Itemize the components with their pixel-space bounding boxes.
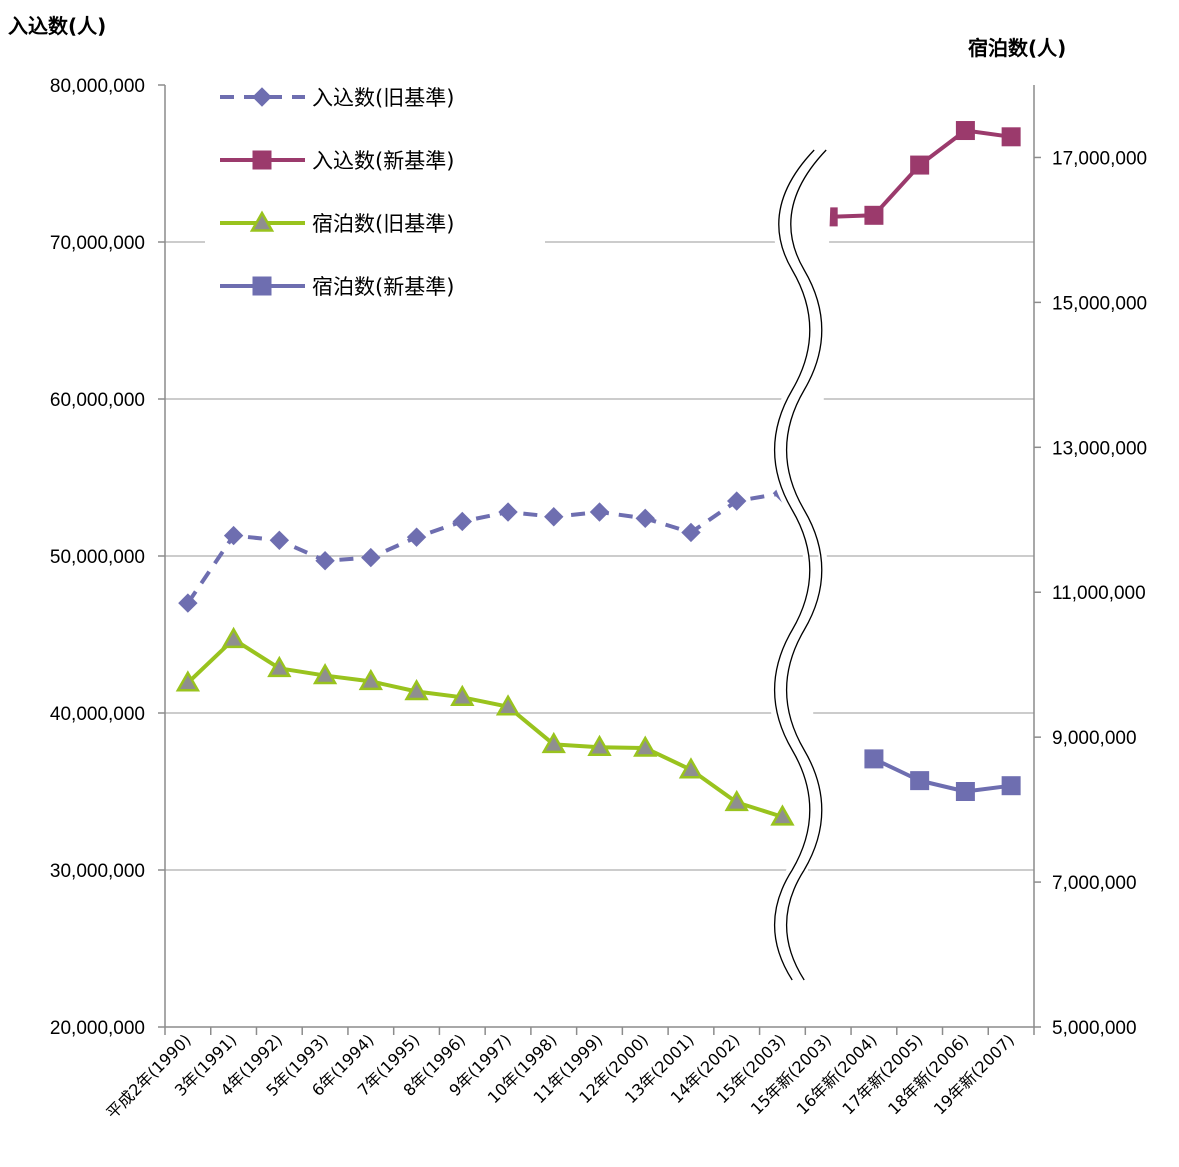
right-tick-label: 7,000,000 <box>1052 873 1137 894</box>
series-1 <box>818 121 1021 227</box>
series-2 <box>175 626 795 826</box>
axis-break-line <box>773 149 815 981</box>
diamond-marker <box>178 593 198 613</box>
square-marker <box>864 749 884 769</box>
series-layer <box>175 121 1021 826</box>
diamond-marker <box>361 547 381 568</box>
axis-break-fill <box>768 150 833 980</box>
legend-label: 宿泊数(旧基準) <box>312 212 454 236</box>
triangle-marker <box>249 210 275 232</box>
triangle-marker <box>770 804 795 826</box>
diamond-marker <box>452 511 472 532</box>
triangle-marker <box>358 668 383 691</box>
left-tick-label: 30,000,000 <box>50 861 145 882</box>
left-axis-ticks: 20,000,000 30,000,000 40,000,000 50,000,000… <box>50 76 165 1039</box>
diamond-marker <box>544 507 564 527</box>
triangle-marker <box>312 663 338 685</box>
diamond-marker <box>252 87 272 107</box>
diamond-marker <box>315 551 335 571</box>
x-tick-label: 19年新(2007) <box>930 1030 1018 1118</box>
triangle-marker <box>495 694 521 716</box>
x-tick-label: 18年新(2006) <box>884 1030 972 1118</box>
x-tick-label: 15年新(2003) <box>747 1030 835 1118</box>
triangle-marker <box>221 626 246 649</box>
triangle-marker <box>724 789 749 812</box>
square-marker <box>910 155 930 175</box>
triangle-marker <box>587 734 612 757</box>
diamond-marker <box>406 527 427 547</box>
series-line <box>186 491 783 605</box>
diamond-marker <box>498 502 518 522</box>
right-tick-label: 17,000,000 <box>1052 148 1147 169</box>
legend-label: 宿泊数(新基準) <box>312 275 454 299</box>
right-axis-ticks: 5,000,000 7,000,000 9,000,000 11,000,000 13,… <box>1034 148 1147 1039</box>
left-tick-label: 20,000,000 <box>50 1018 145 1039</box>
square-marker <box>910 771 930 791</box>
triangle-marker <box>267 655 292 678</box>
square-marker <box>252 150 272 170</box>
square-marker <box>1001 776 1021 796</box>
square-marker <box>1001 127 1021 147</box>
x-tick-label: 17年新(2005) <box>838 1030 926 1118</box>
right-tick-label: 5,000,000 <box>1052 1018 1137 1039</box>
triangle-marker <box>404 678 429 701</box>
legend-label: 入込数(旧基準) <box>312 86 454 110</box>
left-tick-label: 50,000,000 <box>50 547 145 568</box>
diamond-marker <box>727 491 747 511</box>
right-tick-label: 9,000,000 <box>1052 728 1137 749</box>
diamond-marker <box>589 502 610 522</box>
diamond-marker <box>681 522 701 543</box>
square-marker <box>252 276 272 296</box>
x-axis-ticks: 平成2年(1990)3年(1991)4年(1992)5年(1993)6年(199… <box>102 1027 1035 1123</box>
square-marker <box>864 205 884 225</box>
series-3 <box>864 749 1021 801</box>
legend-label: 入込数(新基準) <box>312 149 454 173</box>
left-tick-label: 80,000,000 <box>50 76 145 97</box>
diamond-marker <box>269 530 290 551</box>
left-axis-title: 入込数(人) <box>8 14 107 38</box>
left-tick-label: 60,000,000 <box>50 390 145 411</box>
triangle-marker <box>633 735 658 757</box>
legend: 入込数(旧基準) 入込数(新基準) 宿泊数(旧基準) 宿泊数(新基準) <box>205 70 545 320</box>
right-tick-label: 13,000,000 <box>1052 438 1147 459</box>
triangle-marker <box>450 684 475 707</box>
diamond-marker <box>635 508 655 529</box>
right-tick-label: 11,000,000 <box>1052 583 1146 604</box>
x-tick-label: 16年新(2004) <box>793 1030 881 1118</box>
right-tick-label: 15,000,000 <box>1052 293 1147 314</box>
axis-break <box>768 149 833 981</box>
square-marker <box>955 121 975 141</box>
right-axis-title: 宿泊数(人) <box>968 36 1067 60</box>
diamond-marker <box>223 525 244 546</box>
left-tick-label: 40,000,000 <box>50 704 145 725</box>
triangle-marker <box>678 757 704 779</box>
series-0 <box>178 483 793 613</box>
square-marker <box>955 782 975 801</box>
axis-break-line <box>785 149 827 981</box>
triangle-marker <box>541 731 566 754</box>
gridlines <box>165 241 1034 871</box>
series-line <box>873 757 1012 794</box>
triangle-marker <box>175 670 201 692</box>
left-tick-label: 70,000,000 <box>50 233 145 254</box>
